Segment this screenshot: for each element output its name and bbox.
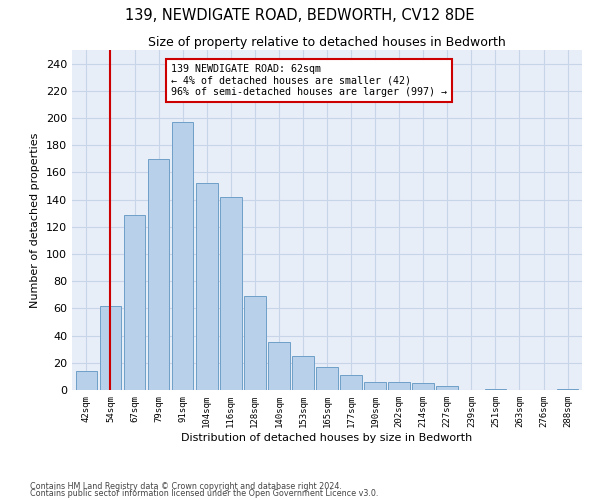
Bar — [100, 306, 121, 390]
Bar — [124, 214, 145, 390]
Text: Contains HM Land Registry data © Crown copyright and database right 2024.: Contains HM Land Registry data © Crown c… — [30, 482, 342, 491]
Bar — [412, 383, 434, 390]
Text: 139 NEWDIGATE ROAD: 62sqm
← 4% of detached houses are smaller (42)
96% of semi-d: 139 NEWDIGATE ROAD: 62sqm ← 4% of detach… — [172, 64, 448, 97]
Bar — [172, 122, 193, 390]
Text: 139, NEWDIGATE ROAD, BEDWORTH, CV12 8DE: 139, NEWDIGATE ROAD, BEDWORTH, CV12 8DE — [125, 8, 475, 22]
Bar — [292, 356, 314, 390]
Bar — [340, 375, 362, 390]
Bar — [268, 342, 290, 390]
Bar — [220, 197, 242, 390]
Bar — [76, 371, 97, 390]
Title: Size of property relative to detached houses in Bedworth: Size of property relative to detached ho… — [148, 36, 506, 49]
Bar — [436, 386, 458, 390]
Bar — [485, 388, 506, 390]
Y-axis label: Number of detached properties: Number of detached properties — [31, 132, 40, 308]
X-axis label: Distribution of detached houses by size in Bedworth: Distribution of detached houses by size … — [181, 432, 473, 442]
Bar — [244, 296, 266, 390]
Bar — [196, 184, 218, 390]
Bar — [364, 382, 386, 390]
Bar — [388, 382, 410, 390]
Bar — [557, 388, 578, 390]
Text: Contains public sector information licensed under the Open Government Licence v3: Contains public sector information licen… — [30, 489, 379, 498]
Bar — [316, 367, 338, 390]
Bar — [148, 159, 169, 390]
